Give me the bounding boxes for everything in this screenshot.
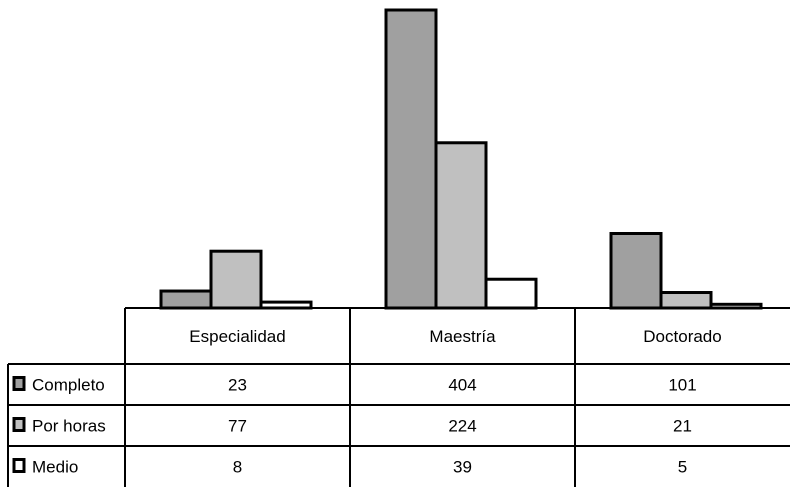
- category-label: Maestría: [429, 327, 496, 346]
- bar-completo-1: [384, 8, 438, 310]
- bar-por-horas-1: [434, 141, 488, 310]
- legend-key-medio: [12, 458, 26, 473]
- bar-completo-0: [159, 289, 213, 310]
- legend-label: Completo: [32, 376, 105, 395]
- category-label: Especialidad: [189, 327, 285, 346]
- data-label: 8: [233, 458, 242, 477]
- data-label: 5: [678, 458, 687, 477]
- data-label: 23: [228, 376, 247, 395]
- data-label: 21: [673, 417, 692, 436]
- bar-por-horas-2: [659, 291, 713, 310]
- data-label: 39: [453, 458, 472, 477]
- bar-completo-2: [609, 232, 663, 310]
- data-label: 101: [668, 376, 696, 395]
- bar-layer: [159, 8, 763, 310]
- category-label: Doctorado: [643, 327, 721, 346]
- legend-label: Por horas: [32, 417, 106, 436]
- data-table: Especialidad Maestría Doctorado Completo 23 4…: [7, 307, 790, 487]
- data-label: 404: [448, 376, 476, 395]
- data-label: 224: [448, 417, 476, 436]
- bar-por-horas-0: [209, 249, 263, 310]
- legend-key-completo: [12, 376, 26, 391]
- legend-label: Medio: [32, 458, 78, 477]
- legend-key-por-horas: [12, 417, 26, 432]
- data-label: 77: [228, 417, 247, 436]
- bar-medio-1: [484, 277, 538, 310]
